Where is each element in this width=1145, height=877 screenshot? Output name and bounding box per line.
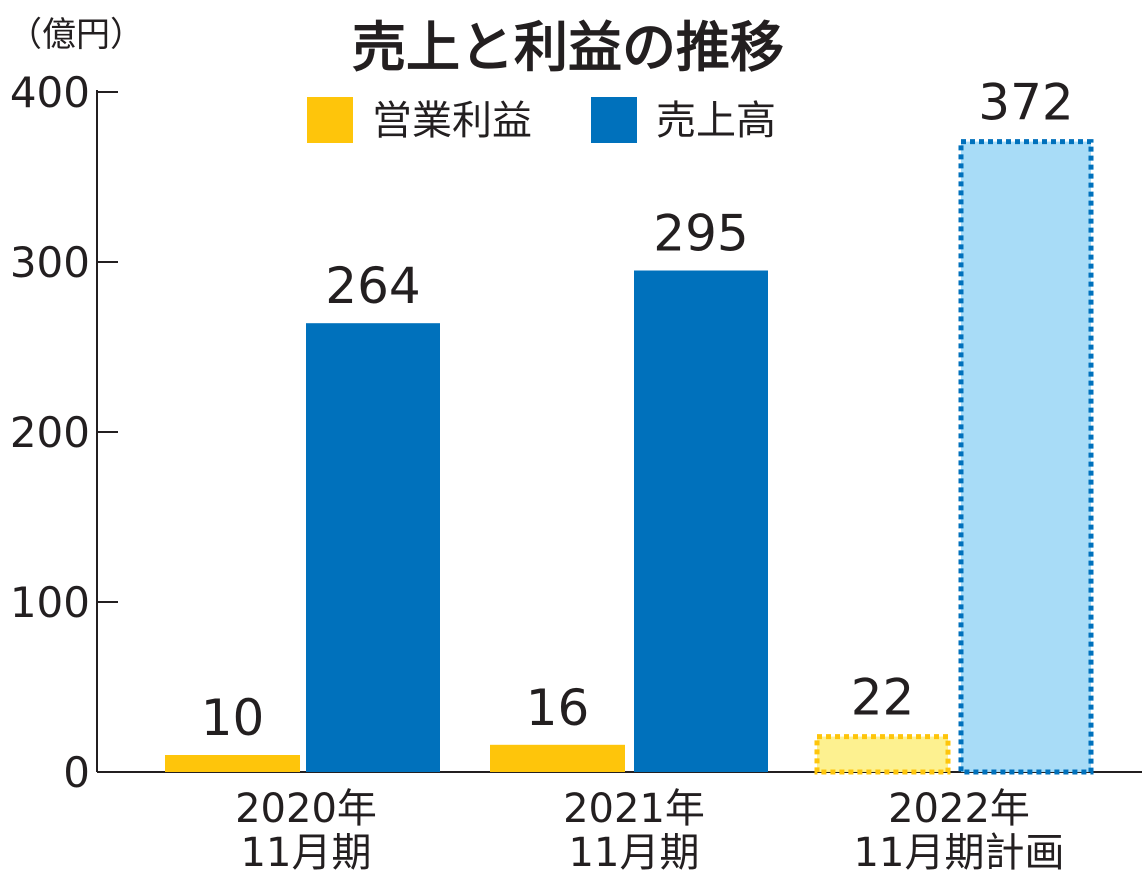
legend-label: 営業利益 bbox=[372, 98, 532, 144]
x-category-label: 2020年 bbox=[235, 786, 377, 832]
operating-profit-bar bbox=[490, 744, 625, 772]
x-category-label: 11月期 bbox=[241, 830, 372, 873]
operating-profit-bar bbox=[165, 755, 300, 772]
x-category-label: 2021年 bbox=[563, 786, 705, 832]
data-label: 372 bbox=[978, 74, 1073, 132]
x-category-label: 2022年 bbox=[888, 786, 1030, 832]
operating-profit-bar bbox=[814, 734, 951, 775]
sales-bar bbox=[634, 270, 768, 772]
y-tick-label: 200 bbox=[10, 408, 90, 457]
legend-label: 売上高 bbox=[656, 98, 776, 144]
sales-bar bbox=[306, 323, 440, 772]
data-label: 22 bbox=[851, 669, 915, 727]
sales-bar bbox=[958, 139, 1094, 775]
legend: 営業利益 売上高 bbox=[307, 97, 776, 144]
legend-swatch bbox=[591, 97, 637, 143]
data-labels: 10 264 16 295 22 372 bbox=[201, 74, 1074, 747]
data-label: 295 bbox=[653, 205, 748, 263]
data-label: 264 bbox=[325, 257, 420, 315]
data-label: 10 bbox=[201, 689, 265, 747]
y-tick-label: 0 bbox=[63, 748, 90, 797]
chart-title: 売上と利益の推移 bbox=[352, 16, 784, 79]
data-label: 16 bbox=[526, 679, 590, 737]
legend-swatch bbox=[307, 97, 353, 143]
x-category-label: 11月期 bbox=[569, 830, 700, 873]
y-tick-label: 100 bbox=[10, 578, 90, 627]
unit-label: （億円） bbox=[8, 15, 144, 55]
bars bbox=[165, 139, 1094, 775]
y-tick-label: 300 bbox=[10, 238, 90, 287]
x-category-label: 11月期計画 bbox=[854, 830, 1065, 873]
y-tick-label: 400 bbox=[10, 68, 90, 117]
